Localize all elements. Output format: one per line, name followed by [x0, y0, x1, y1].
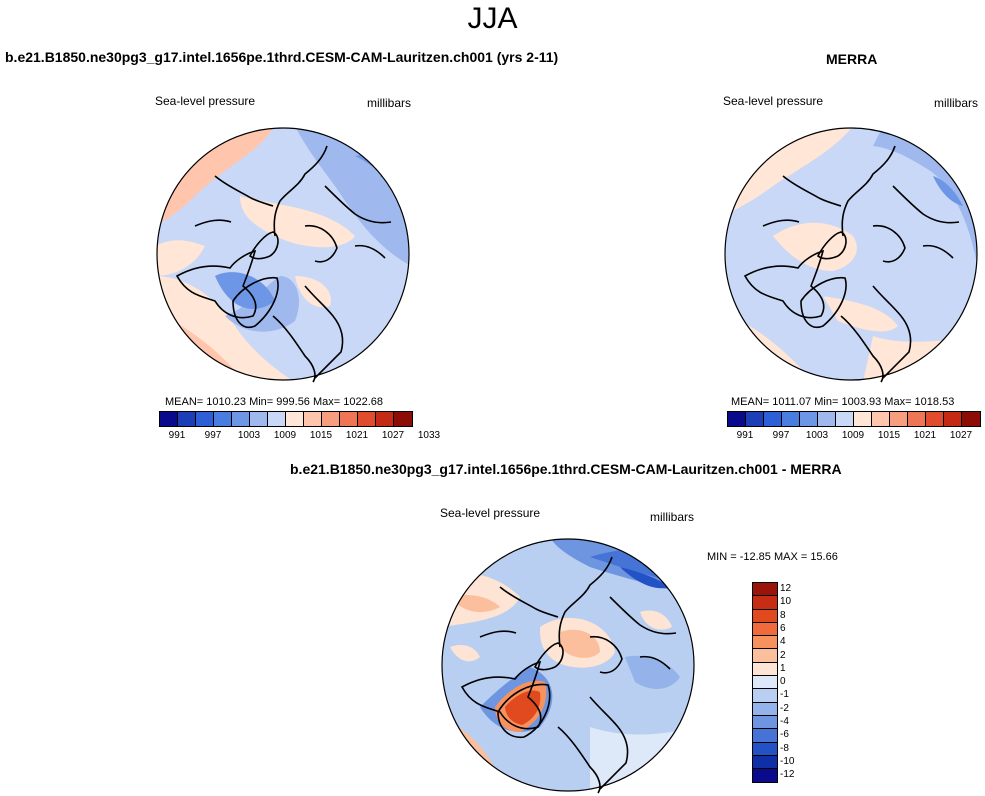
colorbar-swatch: [753, 596, 777, 610]
colorbar-tick-label: -8: [780, 742, 789, 754]
colorbar-swatch: [753, 715, 777, 730]
colorbar-swatch: [782, 412, 800, 426]
colorbar-tick-label: 1009: [273, 430, 297, 441]
colorbar-swatch: [196, 412, 214, 426]
colorbar-swatch: [250, 412, 268, 426]
colorbar-swatch: [836, 412, 854, 426]
colorbar-tick-label: 6: [780, 622, 786, 634]
diff-variable-label: Sea-level pressure: [440, 506, 541, 520]
colorbar-tick-label: 1027: [381, 430, 405, 441]
colorbar-swatch: [753, 742, 777, 756]
colorbar-tick-label: -1: [780, 689, 789, 701]
colorbar-swatch: [926, 412, 944, 426]
colorbar-tick-label: 1: [780, 662, 786, 674]
diff-colorbar: [752, 582, 778, 784]
colorbar-swatch: [753, 769, 777, 783]
colorbar-swatch: [753, 583, 777, 597]
colorbar-swatch: [800, 412, 818, 426]
colorbar-swatch: [304, 412, 322, 426]
colorbar-swatch: [872, 412, 890, 426]
figure-title: JJA: [467, 2, 518, 35]
colorbar-swatch: [753, 636, 777, 650]
colorbar-tick-label: 991: [736, 430, 754, 441]
colorbar-swatch: [376, 412, 394, 426]
colorbar-swatch: [753, 689, 777, 703]
model-variable-label: Sea-level pressure: [155, 94, 256, 108]
colorbar-swatch: [746, 412, 764, 426]
colorbar-tick-label: 1033: [417, 430, 441, 441]
diff-minmax-label: MIN = -12.85 MAX = 15.66: [707, 551, 838, 563]
colorbar-swatch: [340, 412, 358, 426]
obs-stats: MEAN= 1011.07 Min= 1003.93 Max= 1018.53: [731, 396, 955, 408]
obs-units-label: millibars: [934, 96, 979, 110]
colorbar-swatch: [728, 412, 746, 426]
diff-panel-title: b.e21.B1850.ne30pg3_g17.intel.1656pe.1th…: [290, 461, 842, 477]
colorbar-tick-label: 2: [780, 649, 786, 661]
model-colorbar: [159, 411, 413, 427]
colorbar-tick-label: -4: [780, 716, 789, 727]
colorbar-tick-label: 997: [204, 430, 222, 441]
model-polar-map: [156, 127, 410, 383]
colorbar-swatch: [753, 702, 777, 716]
colorbar-tick-label: 12: [780, 583, 792, 594]
colorbar-swatch: [358, 412, 376, 426]
colorbar-tick-label: 1009: [841, 430, 865, 441]
colorbar-tick-label: 4: [780, 636, 786, 648]
obs-colorbar: [727, 411, 981, 427]
diff-polar-map: [441, 538, 695, 794]
colorbar-tick-label: 1015: [309, 430, 333, 441]
colorbar-swatch: [753, 662, 777, 677]
colorbar-swatch: [764, 412, 782, 426]
colorbar-swatch: [214, 412, 232, 426]
colorbar-swatch: [286, 412, 304, 426]
model-colorbar-ticks: 991 997 1003 1009 1015 1021 1027 1033: [159, 430, 440, 444]
colorbar-swatch: [944, 412, 962, 426]
colorbar-swatch: [753, 649, 777, 663]
diff-colorbar-labels: 12 10 8 6 4 2 1 0 -1 -2 -4 -6 -8 -10 -12: [780, 582, 810, 784]
colorbar-tick-label: -6: [780, 729, 789, 741]
colorbar-swatch: [322, 412, 340, 426]
obs-polar-map: [724, 127, 978, 383]
colorbar-tick-label: 1003: [805, 430, 829, 441]
colorbar-swatch: [962, 412, 980, 426]
colorbar-tick-label: 1021: [913, 430, 937, 441]
diff-units-label: millibars: [650, 510, 695, 524]
colorbar-tick-label: 8: [780, 609, 786, 621]
colorbar-swatch: [854, 412, 872, 426]
model-stats: MEAN= 1010.23 Min= 999.56 Max= 1022.68: [165, 396, 384, 408]
colorbar-swatch: [178, 412, 196, 426]
colorbar-tick-label: 991: [168, 430, 186, 441]
colorbar-tick-label: 1015: [877, 430, 901, 441]
colorbar-swatch: [753, 676, 777, 690]
colorbar-tick-label: 997: [772, 430, 790, 441]
colorbar-tick-label: -10: [780, 755, 795, 767]
colorbar-swatch: [753, 609, 777, 623]
model-panel-title: b.e21.B1850.ne30pg3_g17.intel.1656pe.1th…: [5, 49, 559, 65]
colorbar-swatch: [890, 412, 908, 426]
colorbar-swatch: [753, 729, 777, 743]
colorbar-tick-label: 1021: [345, 430, 369, 441]
colorbar-swatch: [394, 412, 412, 426]
colorbar-tick-label: -2: [780, 702, 789, 714]
colorbar-swatch: [753, 622, 777, 637]
colorbar-tick-label: 0: [780, 676, 786, 688]
model-units-label: millibars: [367, 96, 412, 110]
obs-variable-label: Sea-level pressure: [723, 94, 824, 108]
colorbar-swatch: [908, 412, 926, 426]
colorbar-tick-label: 10: [780, 596, 792, 608]
colorbar-tick-label: 1027: [949, 430, 973, 441]
colorbar-swatch: [160, 412, 178, 426]
colorbar-swatch: [753, 755, 777, 770]
obs-panel-title: MERRA: [826, 51, 878, 67]
colorbar-swatch: [268, 412, 286, 426]
colorbar-tick-label: -12: [780, 769, 795, 781]
colorbar-tick-label: 1003: [237, 430, 261, 441]
colorbar-swatch: [818, 412, 836, 426]
colorbar-swatch: [232, 412, 250, 426]
